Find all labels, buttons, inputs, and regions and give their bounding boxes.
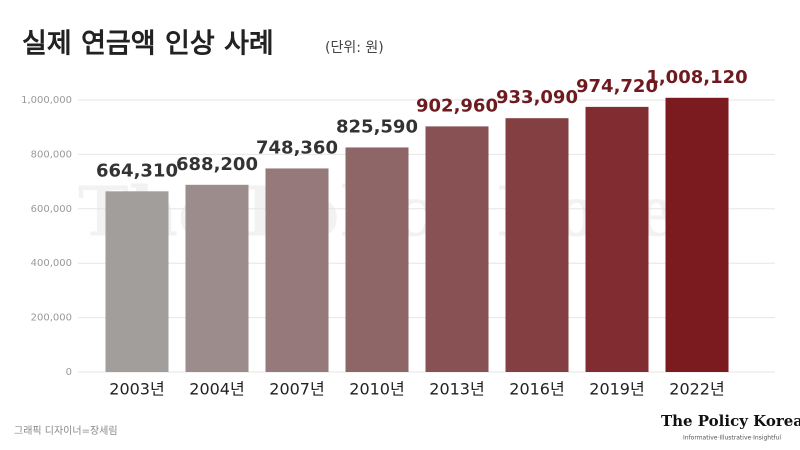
x-tick-label: 2004년 [189, 380, 244, 399]
y-tick-label: 600,000 [31, 204, 72, 215]
y-tick-label: 1,000,000 [21, 95, 72, 106]
value-label: 825,590 [336, 116, 418, 137]
x-tick-label: 2013년 [429, 380, 484, 399]
tagline: Informative·Illustrative·Insightful [683, 435, 781, 442]
y-tick-label: 200,000 [31, 313, 72, 324]
x-tick-label: 2010년 [349, 380, 404, 399]
chart-subtitle: (단위: 원) [325, 40, 384, 56]
x-tick-label: 2016년 [509, 380, 564, 399]
x-tick-label: 2003년 [109, 380, 164, 399]
credit: 그래픽 디자이너=장세림 [14, 425, 118, 437]
value-label: 664,310 [96, 160, 178, 181]
y-tick-label: 800,000 [31, 149, 72, 160]
x-tick-label: 2007년 [269, 380, 324, 399]
value-label: 688,200 [176, 154, 258, 175]
y-tick-label: 0 [66, 367, 72, 378]
value-label: 933,090 [496, 87, 578, 108]
bar [185, 184, 249, 372]
value-label: 748,360 [256, 137, 338, 158]
bar [265, 168, 329, 372]
value-label: 1,008,120 [646, 67, 747, 88]
bar [105, 191, 169, 372]
x-tick-label: 2022년 [669, 380, 724, 399]
logo: The Policy Korea [661, 412, 800, 430]
bar [665, 97, 729, 373]
value-label: 974,720 [576, 76, 658, 97]
bar [425, 126, 489, 372]
bar [505, 118, 569, 372]
y-tick-label: 400,000 [31, 258, 72, 269]
bar [345, 147, 409, 372]
x-tick-label: 2019년 [589, 380, 644, 399]
chart-title: 실제 연금액 인상 사례 [22, 29, 274, 60]
value-label: 902,960 [416, 95, 498, 116]
bar [585, 106, 649, 372]
